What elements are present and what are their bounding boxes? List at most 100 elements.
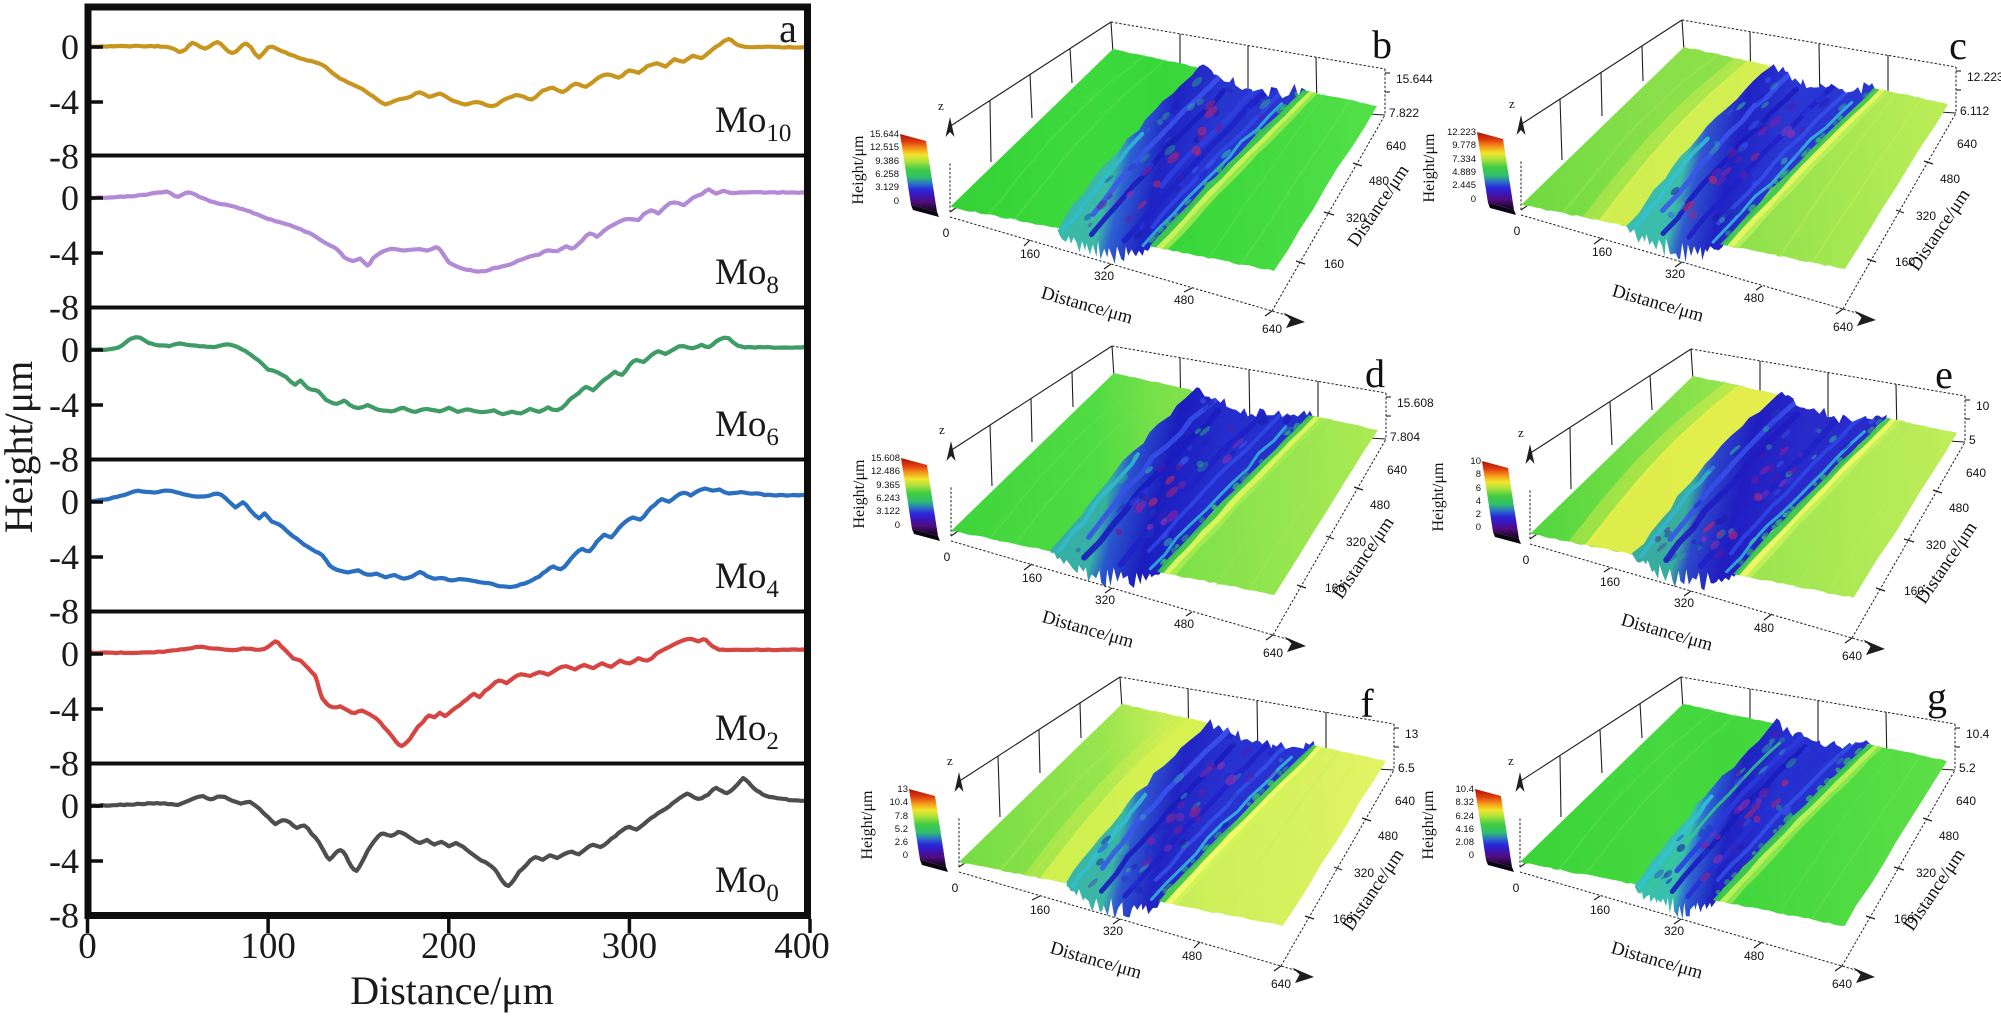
svg-text:10.4: 10.4	[1456, 784, 1475, 795]
svg-text:200: 200	[421, 926, 477, 967]
svg-text:640: 640	[1957, 137, 1977, 151]
svg-text:15.608: 15.608	[871, 453, 900, 464]
svg-text:6.243: 6.243	[876, 493, 900, 504]
svg-text:320: 320	[1916, 866, 1936, 880]
svg-text:640: 640	[1832, 977, 1852, 991]
svg-text:640: 640	[1833, 320, 1853, 334]
svg-text:0: 0	[903, 850, 908, 861]
svg-text:480: 480	[1744, 291, 1764, 305]
svg-text:Height/μm: Height/μm	[0, 361, 41, 534]
svg-text:0: 0	[1476, 522, 1481, 533]
svg-text:640: 640	[1842, 649, 1862, 663]
svg-text:320: 320	[1674, 596, 1694, 610]
svg-text:0: 0	[78, 926, 97, 967]
svg-text:Height/μm: Height/μm	[1420, 790, 1437, 860]
svg-text:0: 0	[1471, 194, 1476, 205]
svg-text:320: 320	[1095, 593, 1115, 607]
svg-text:0: 0	[61, 178, 79, 218]
svg-text:160: 160	[1325, 581, 1345, 595]
svg-text:300: 300	[602, 926, 658, 967]
svg-text:320: 320	[1664, 924, 1684, 938]
svg-text:-8: -8	[49, 592, 79, 632]
svg-text:320: 320	[1346, 211, 1366, 225]
svg-text:z: z	[1518, 425, 1524, 440]
svg-text:9.365: 9.365	[876, 480, 900, 491]
svg-text:7.804: 7.804	[1390, 430, 1420, 444]
svg-text:320: 320	[1916, 209, 1936, 223]
svg-text:4.889: 4.889	[1452, 167, 1476, 178]
svg-text:640: 640	[1387, 463, 1407, 477]
svg-text:c: c	[1949, 23, 1967, 68]
svg-text:7.8: 7.8	[895, 811, 908, 822]
svg-text:z: z	[938, 98, 944, 113]
svg-text:480: 480	[1370, 498, 1390, 512]
svg-text:0: 0	[1523, 553, 1530, 567]
svg-text:160: 160	[1895, 255, 1915, 269]
svg-text:0: 0	[61, 482, 79, 522]
svg-text:a: a	[779, 6, 797, 51]
svg-text:b: b	[1372, 22, 1392, 67]
svg-text:7.822: 7.822	[1389, 106, 1419, 120]
svg-text:480: 480	[1369, 174, 1389, 188]
svg-text:5.2: 5.2	[1959, 761, 1976, 775]
svg-text:2.08: 2.08	[1456, 837, 1475, 848]
svg-text:0: 0	[61, 786, 79, 826]
svg-text:6.5: 6.5	[1398, 761, 1415, 775]
svg-text:8.32: 8.32	[1456, 797, 1475, 808]
svg-text:480: 480	[1940, 172, 1960, 186]
svg-text:0: 0	[1514, 224, 1521, 238]
svg-text:9.386: 9.386	[875, 156, 899, 167]
svg-text:-4: -4	[49, 82, 79, 122]
svg-text:-4: -4	[49, 841, 79, 881]
svg-text:4: 4	[1476, 496, 1481, 507]
svg-text:4.16: 4.16	[1456, 824, 1475, 835]
svg-text:Height/μm: Height/μm	[1421, 133, 1438, 203]
svg-text:480: 480	[1182, 949, 1202, 963]
svg-text:z: z	[939, 422, 945, 437]
svg-text:-8: -8	[49, 744, 79, 784]
svg-text:10.4: 10.4	[890, 797, 909, 808]
svg-text:160: 160	[1030, 903, 1050, 917]
svg-text:640: 640	[1956, 794, 1976, 808]
svg-text:Height/μm: Height/μm	[1430, 462, 1447, 532]
svg-text:Height/μm: Height/μm	[859, 790, 876, 860]
svg-text:160: 160	[1600, 575, 1620, 589]
svg-text:13: 13	[897, 784, 908, 795]
svg-text:0: 0	[61, 634, 79, 674]
svg-text:0: 0	[952, 881, 959, 895]
svg-text:-4: -4	[49, 385, 79, 425]
svg-text:Distance/μm: Distance/μm	[350, 968, 554, 1013]
svg-text:Height/μm: Height/μm	[851, 459, 868, 529]
svg-text:640: 640	[1262, 322, 1282, 336]
svg-text:3.129: 3.129	[875, 182, 899, 193]
svg-text:10: 10	[1976, 399, 1990, 413]
svg-text:-4: -4	[49, 537, 79, 577]
svg-text:6.24: 6.24	[1456, 811, 1475, 822]
svg-text:160: 160	[1022, 571, 1042, 585]
svg-text:12.515: 12.515	[870, 142, 899, 153]
svg-text:640: 640	[1271, 977, 1291, 991]
svg-text:0: 0	[1513, 881, 1520, 895]
svg-text:9.778: 9.778	[1452, 140, 1476, 151]
svg-text:12.223: 12.223	[1447, 127, 1476, 138]
svg-text:e: e	[1935, 352, 1953, 397]
svg-text:Mo2: Mo2	[715, 708, 779, 755]
svg-text:5.2: 5.2	[895, 824, 908, 835]
svg-text:160: 160	[1590, 903, 1610, 917]
svg-text:f: f	[1360, 681, 1374, 726]
svg-text:640: 640	[1395, 794, 1415, 808]
svg-text:15.608: 15.608	[1397, 396, 1434, 410]
svg-text:480: 480	[1174, 293, 1194, 307]
svg-text:320: 320	[1926, 538, 1946, 552]
svg-text:Mo0: Mo0	[715, 860, 779, 907]
svg-text:7.334: 7.334	[1452, 154, 1476, 165]
svg-text:2.445: 2.445	[1452, 180, 1476, 191]
svg-text:8: 8	[1476, 469, 1481, 480]
svg-text:0: 0	[943, 226, 950, 240]
svg-text:320: 320	[1103, 924, 1123, 938]
svg-text:6.112: 6.112	[1960, 104, 1989, 118]
svg-text:480: 480	[1174, 617, 1194, 631]
svg-text:10: 10	[1470, 456, 1481, 467]
svg-text:640: 640	[1966, 466, 1986, 480]
svg-text:0: 0	[894, 196, 899, 207]
